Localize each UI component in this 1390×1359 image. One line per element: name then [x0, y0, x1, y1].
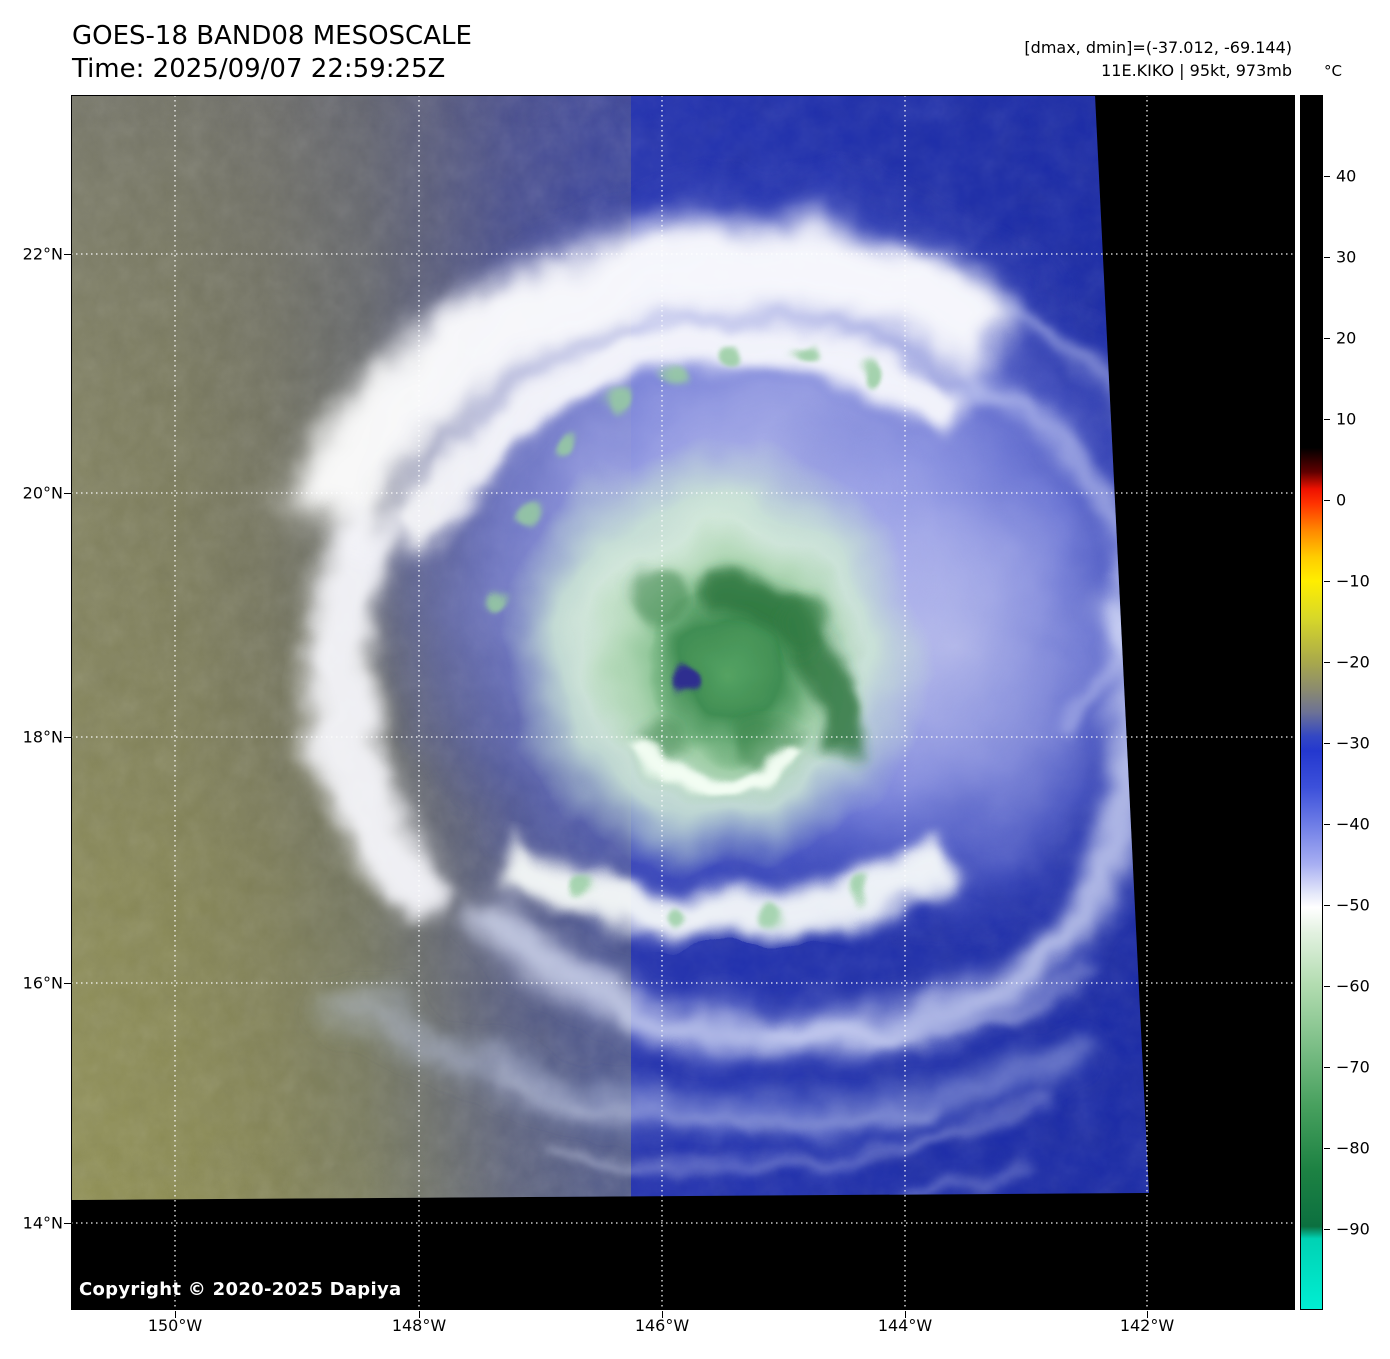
colorbar-tick-label: 40 — [1336, 166, 1357, 186]
colorbar-tick-label: −90 — [1336, 1219, 1370, 1239]
colorbar-tick — [1324, 662, 1330, 663]
lat-label-14n: 14°N — [22, 1213, 63, 1233]
figure-timestamp: Time: 2025/09/07 22:59:25Z — [72, 54, 446, 84]
colorbar-unit-label: °C — [1324, 62, 1342, 80]
colorbar-tick-label: −80 — [1336, 1138, 1370, 1158]
lon-tick — [662, 1311, 663, 1318]
lat-tick — [64, 254, 71, 255]
storm-identifier: 11E.KIKO | 95kt, 973mb — [1101, 61, 1292, 80]
lon-tick — [419, 1311, 420, 1318]
colorbar-tick — [1324, 986, 1330, 987]
colorbar-tick — [1324, 743, 1330, 744]
west-convective-band — [306, 512, 463, 930]
colorbar-tick — [1324, 1067, 1330, 1068]
colorbar-tick-label: 30 — [1336, 247, 1357, 267]
figure-title: GOES-18 BAND08 MESOSCALE — [72, 21, 472, 51]
colorbar-tick-label: −50 — [1336, 895, 1370, 915]
lon-tick — [1147, 1311, 1148, 1318]
colorbar-tick-label: −20 — [1336, 652, 1370, 672]
hurricane-kiko — [278, 155, 1149, 1200]
lon-label-146w: 146°W — [634, 1316, 690, 1335]
lon-tick — [905, 1311, 906, 1318]
colorbar-tick — [1324, 257, 1330, 258]
lat-label-16n: 16°N — [22, 973, 63, 993]
plot-frame — [71, 95, 1295, 1310]
lat-tick — [64, 1223, 71, 1224]
title-block: GOES-18 BAND08 MESOSCALE Time: 2025/09/0… — [72, 20, 472, 86]
colorbar-tick — [1324, 905, 1330, 906]
colorbar-tick-label: −70 — [1336, 1057, 1370, 1077]
colorbar-tick — [1324, 176, 1330, 177]
colorbar-tick-label: 20 — [1336, 328, 1357, 348]
colorbar-tick — [1324, 581, 1330, 582]
north-convective-band — [278, 217, 1028, 547]
lon-label-150w: 150°W — [147, 1316, 203, 1335]
colorbar-tick — [1324, 338, 1330, 339]
lat-tick — [64, 737, 71, 738]
lat-tick — [64, 983, 71, 984]
satellite-map: Copyright © 2020-2025 Dapiya — [71, 95, 1295, 1310]
lat-label-20n: 20°N — [22, 483, 63, 503]
colorbar-tick-label: −10 — [1336, 571, 1370, 591]
hurricane-eye — [669, 671, 697, 695]
lon-label-148w: 148°W — [391, 1316, 447, 1335]
lat-label-22n: 22°N — [22, 244, 63, 264]
info-block: [dmax, dmin]=(-37.012, -69.144) 11E.KIKO… — [1024, 36, 1292, 82]
colorbar-tick — [1324, 500, 1330, 501]
satellite-raster — [71, 95, 1295, 1310]
lon-label-142w: 142°W — [1119, 1316, 1175, 1335]
cirrus-wisps — [489, 970, 1095, 1200]
colorbar-tick-label: −30 — [1336, 733, 1370, 753]
data-swath — [71, 95, 1149, 1200]
temperature-colorbar — [1300, 95, 1323, 1310]
overshooting-tops — [491, 338, 877, 605]
colorbar-tick — [1324, 1148, 1330, 1149]
colorbar-tick-label: −40 — [1336, 814, 1370, 834]
colorbar-tick — [1324, 824, 1330, 825]
colorbar-tick-label: 0 — [1336, 490, 1347, 510]
colorbar-tick-label: 10 — [1336, 409, 1357, 429]
lat-tick — [64, 493, 71, 494]
colorbar-tick — [1324, 1229, 1330, 1230]
dmax-dmin-readout: [dmax, dmin]=(-37.012, -69.144) — [1024, 38, 1292, 57]
copyright-text: Copyright © 2020-2025 Dapiya — [79, 1279, 402, 1300]
colorbar-tick-label: −60 — [1336, 976, 1370, 996]
south-convective-rim — [489, 835, 969, 939]
lon-tick — [175, 1311, 176, 1318]
lon-label-144w: 144°W — [877, 1316, 933, 1335]
graticule-grid — [71, 95, 1295, 1310]
colorbar-tick — [1324, 419, 1330, 420]
lat-label-18n: 18°N — [22, 727, 63, 747]
